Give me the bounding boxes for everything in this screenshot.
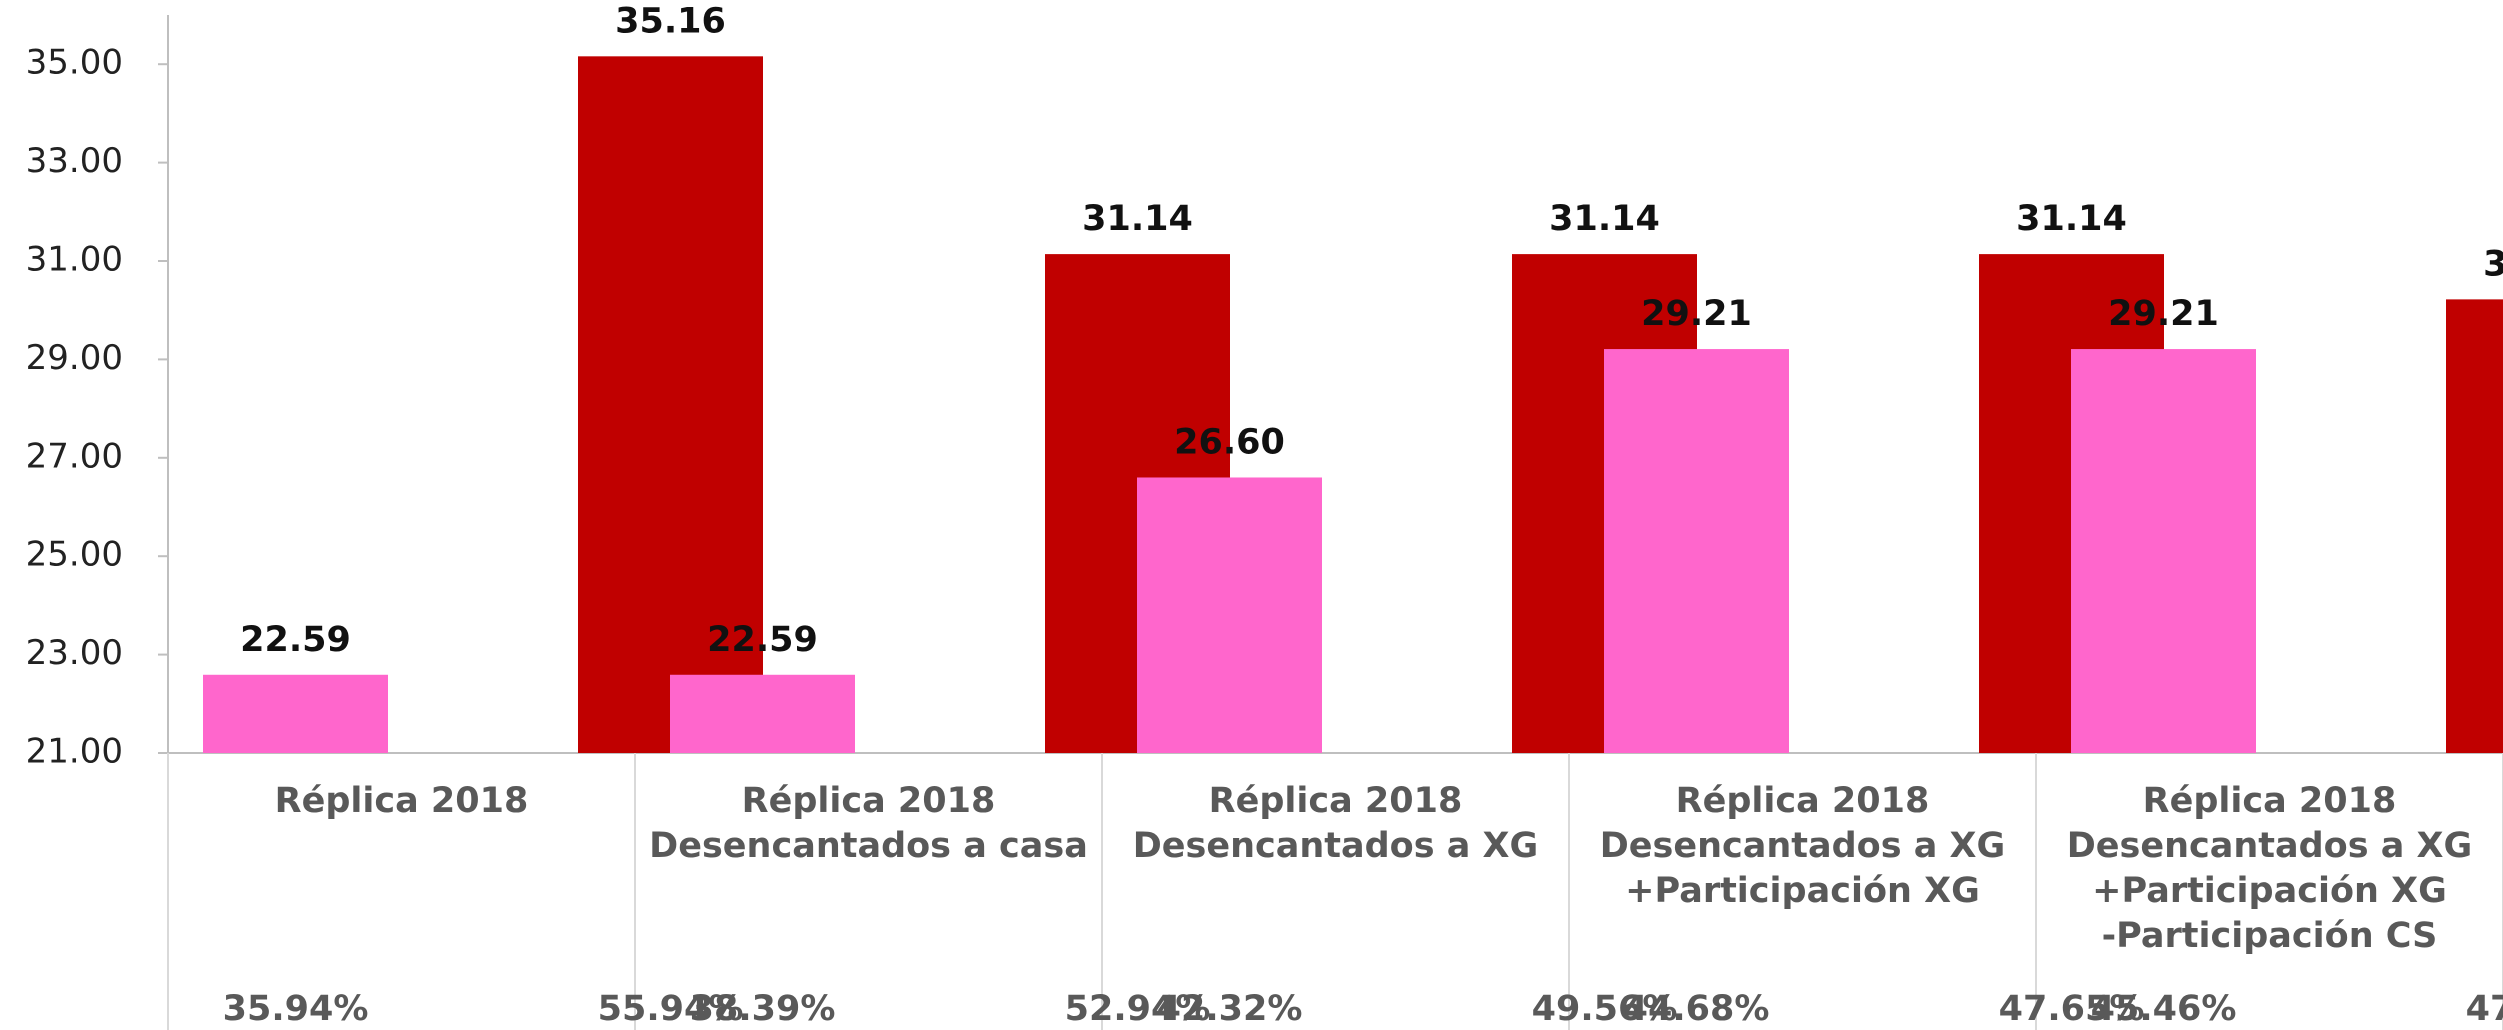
bar: [1604, 349, 1789, 753]
share-label: 49.56%: [1532, 989, 1678, 1029]
bar: [670, 674, 855, 753]
x-tick-label: Desencantados a XG: [2067, 826, 2473, 866]
share-label: 45.46%: [2091, 989, 2237, 1029]
x-tick-label: Desencantados a casa: [649, 826, 1088, 866]
x-tick-label: Réplica 2018: [1209, 781, 1463, 821]
x-tick-label: Réplica 2018: [2143, 781, 2397, 821]
share-label: 44.68%: [1624, 989, 1770, 1029]
value-label: 31.14: [1082, 199, 1193, 239]
y-tick-label: 31.00: [26, 240, 123, 280]
x-tick-label: Desencantados a XG: [1600, 826, 2006, 866]
y-tick-label: 21.00: [26, 732, 123, 772]
x-tick-label: Réplica 2018: [275, 781, 529, 821]
x-tick-label: Desencantados a XG: [1133, 826, 1539, 866]
value-label: 31.14: [2016, 199, 2127, 239]
bar: [2446, 299, 2503, 753]
value-label: 22.59: [707, 620, 818, 660]
y-tick-label: 35.00: [26, 43, 123, 83]
y-tick-label: 27.00: [26, 436, 123, 476]
value-label: 22.59: [240, 620, 351, 660]
x-tick-label: +Participación XG: [2092, 871, 2447, 911]
value-label: 35.16: [615, 1, 726, 41]
value-label: 30.22: [2483, 244, 2503, 284]
share-label: 47.05%: [2466, 989, 2503, 1029]
x-tick-label: +Participación XG: [1625, 871, 1980, 911]
value-label: 31.14: [1549, 199, 1660, 239]
share-label: 42.32%: [1157, 989, 1303, 1029]
x-tick-label: Réplica 2018: [742, 781, 996, 821]
y-tick-label: 33.00: [26, 141, 123, 181]
bar: [1137, 477, 1322, 753]
share-label: 47.65%: [1999, 989, 2145, 1029]
value-label: 26.60: [1174, 422, 1285, 462]
y-tick-label: 25.00: [26, 535, 123, 575]
bar: [203, 674, 388, 753]
bar: [2071, 349, 2256, 753]
x-tick-label: Réplica 2018: [1676, 781, 1930, 821]
share-label: 52.94%: [1065, 989, 1211, 1029]
value-label: 29.21: [1641, 294, 1752, 334]
y-tick-label: 23.00: [26, 633, 123, 673]
x-tick-label: -Participación CS: [2102, 916, 2438, 956]
value-label: 29.21: [2108, 294, 2219, 334]
share-label: 55.94%: [598, 989, 744, 1029]
share-label: 38.39%: [690, 989, 836, 1029]
bar: [578, 56, 763, 753]
share-label: 35.94%: [223, 989, 369, 1029]
y-tick-label: 29.00: [26, 338, 123, 378]
